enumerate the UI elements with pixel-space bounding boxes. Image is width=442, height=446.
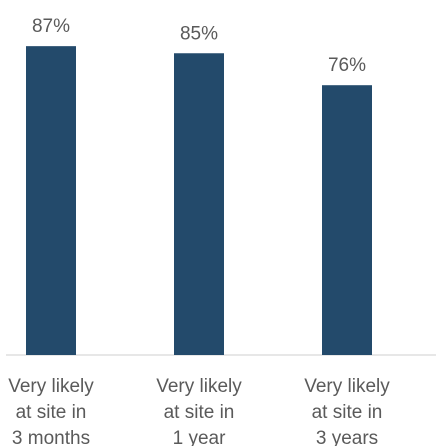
category-label-1-line-3: 3 months — [12, 428, 90, 446]
value-label-1: 87% — [32, 16, 70, 37]
value-label-3: 76% — [328, 55, 366, 76]
bar-1 — [26, 46, 76, 356]
bar-2 — [174, 53, 224, 355]
category-label-3-line-3: 3 years — [316, 428, 378, 446]
category-label-3-line-2: at site in — [312, 402, 383, 423]
category-label-1-line-2: at site in — [16, 402, 87, 423]
category-labels-group: Very likely at site in 3 months Very likely… — [8, 376, 390, 446]
bars-group — [26, 46, 372, 356]
category-label-2-line-3: 1 year — [173, 428, 226, 446]
category-label-3-line-1: Very likely — [304, 376, 390, 397]
category-label-2-line-1: Very likely — [156, 376, 242, 397]
bar-3 — [322, 85, 372, 355]
value-label-2: 85% — [180, 23, 218, 44]
category-label-2-line-2: at site in — [164, 402, 235, 423]
category-label-1-line-1: Very likely — [8, 376, 94, 397]
value-labels-group: 87% 85% 76% — [32, 16, 366, 76]
